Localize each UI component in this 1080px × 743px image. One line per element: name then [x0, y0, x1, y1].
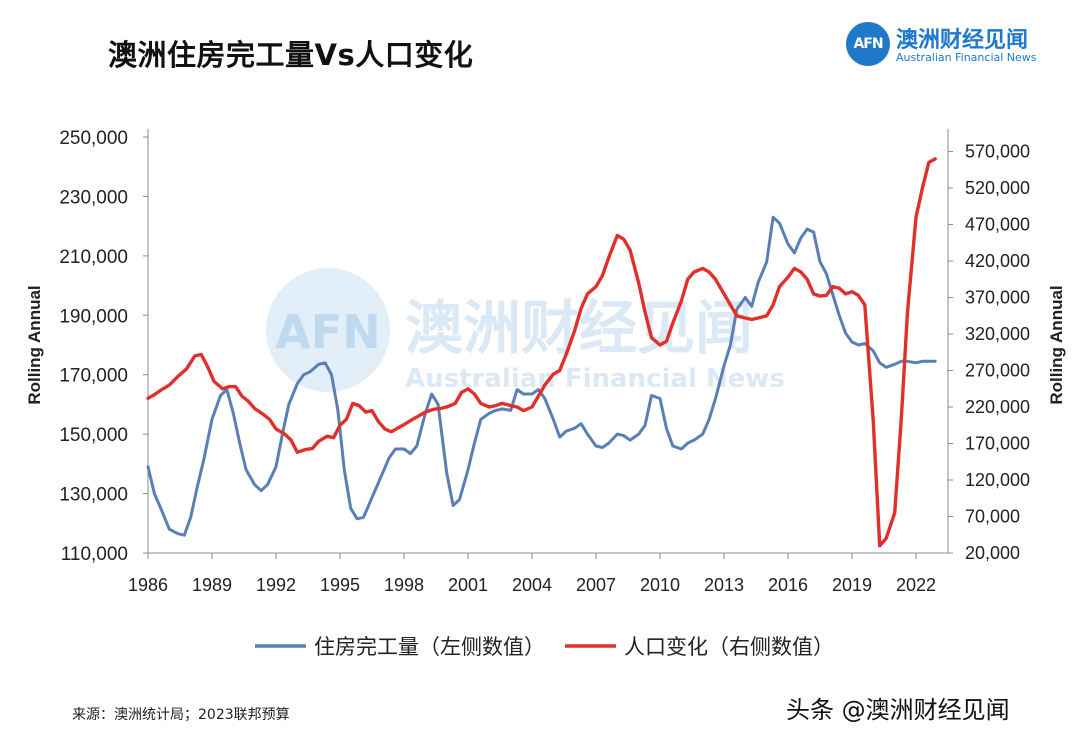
- y-left-tick-label: 190,000: [59, 306, 128, 327]
- x-tick-label: 2004: [512, 575, 552, 595]
- x-tick-label: 2019: [832, 575, 872, 595]
- afn-logo-mark: AFN: [846, 22, 890, 66]
- y-right-tick-label: 270,000: [965, 361, 1030, 381]
- x-tick-label: 1992: [256, 575, 296, 595]
- y-right-tick-label: 120,000: [965, 470, 1030, 490]
- x-tick-label: 2010: [640, 575, 680, 595]
- y-right-tick-label: 520,000: [965, 178, 1030, 198]
- y-left-tick-label: 210,000: [59, 247, 128, 268]
- x-tick-label: 1995: [320, 575, 360, 595]
- y-right-tick-label: 320,000: [965, 324, 1030, 344]
- y-right-tick-label: 220,000: [965, 397, 1030, 417]
- x-tick-label: 1998: [384, 575, 424, 595]
- y-left-tick-label: 250,000: [59, 128, 128, 149]
- afn-logo-en: Australian Financial News: [896, 51, 1037, 64]
- platform-credit: 头条 @澳洲财经见闻: [786, 696, 1010, 724]
- y-right-tick-label: 20,000: [965, 543, 1020, 563]
- watermark-mark: AFN: [275, 305, 381, 359]
- y-left-axis-title: Rolling Annual: [25, 285, 44, 404]
- afn-logo: AFN 澳洲财经见闻 Australian Financial News: [846, 20, 1056, 68]
- y-right-tick-label: 570,000: [965, 142, 1030, 162]
- y-right-tick-label: 420,000: [965, 251, 1030, 271]
- y-right-axis-title: Rolling Annual: [1047, 285, 1066, 404]
- afn-logo-cn: 澳洲财经见闻: [896, 28, 1029, 53]
- watermark-en: Australian Financial News: [405, 364, 785, 394]
- source-note: 来源：澳洲统计局；2023联邦预算: [72, 707, 290, 723]
- y-right-tick-label: 370,000: [965, 288, 1030, 308]
- x-tick-label: 2001: [448, 575, 488, 595]
- x-tick-label: 1989: [192, 575, 232, 595]
- y-left-tick-label: 110,000: [61, 544, 128, 565]
- x-tick-label: 2016: [768, 575, 808, 595]
- population-change-line: [146, 157, 937, 548]
- legend-population-label: 人口变化（右侧数值）: [624, 635, 834, 659]
- x-tick-label: 2013: [704, 575, 744, 595]
- y-left-tick-label: 170,000: [59, 366, 128, 387]
- y-left-tick-label: 130,000: [59, 485, 128, 506]
- x-tick-label: 2007: [576, 575, 616, 595]
- y-left-tick-label: 150,000: [59, 425, 128, 446]
- x-tick-label: 2022: [896, 575, 936, 595]
- y-right-tick-label: 170,000: [965, 434, 1030, 454]
- y-right-tick-label: 470,000: [965, 215, 1030, 235]
- y-right-tick-label: 70,000: [965, 507, 1020, 527]
- housing-completions-line: [146, 215, 937, 537]
- y-left-tick-label: 230,000: [59, 187, 128, 208]
- x-tick-label: 1986: [128, 575, 168, 595]
- watermark-cn: 澳洲财经见闻: [405, 294, 753, 362]
- watermark-circle: [266, 268, 390, 392]
- chart-title: 澳洲住房完工量Vs人口变化: [108, 38, 474, 72]
- legend-housing-label: 住房完工量（左侧数值）: [314, 635, 545, 659]
